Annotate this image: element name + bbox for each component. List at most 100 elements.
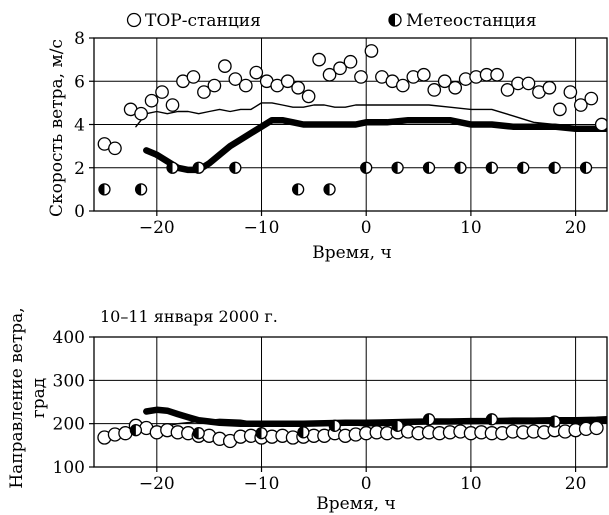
wind-speed-meteo-point-fill [292, 183, 299, 195]
wind-direction-meteo-point-fill [392, 420, 398, 432]
wind-direction-x-tick-label: −20 [139, 474, 175, 494]
wind-speed-meteo-point [360, 161, 373, 174]
wind-speed-meteo-point-fill [423, 162, 430, 174]
wind-speed-x-tick-label: −10 [244, 218, 280, 238]
wind-speed-meteo-point [548, 161, 561, 174]
wind-speed-meteo-point [485, 161, 498, 174]
wind-speed-meteo-point [454, 161, 467, 174]
wind-speed-tor-point [186, 70, 201, 84]
wind-speed-meteo-point [134, 183, 148, 196]
wind-direction-meteo-point-fill [486, 413, 492, 425]
wind-speed-tor-point [155, 85, 169, 99]
wind-direction-plot-frame [93, 336, 608, 468]
wind-direction-meteo-point [192, 427, 205, 440]
wind-speed-tor-point [322, 67, 337, 82]
wind-direction-meteo-point [422, 413, 436, 426]
wind-speed-tor-point [207, 78, 222, 93]
wind-speed-tor-point [490, 67, 504, 82]
wind-speed-meteo-point [517, 161, 530, 174]
wind-speed-tor-point [542, 80, 557, 95]
wind-speed-meteo-point [192, 161, 205, 174]
wind-speed-y-axis-title: Скорость ветра, м/с [47, 39, 67, 217]
wind-direction-meteo-point-fill [256, 427, 262, 439]
wind-speed-tor-point [134, 106, 148, 121]
wind-direction-meteo-point-fill [193, 427, 199, 439]
legend-label-tor: ТОР-станция [145, 11, 261, 31]
wind-direction-y-tick-label: 300 [53, 371, 85, 391]
wind-direction-meteo-point [255, 427, 268, 440]
wind-speed-tor-point [416, 67, 431, 82]
wind-direction-meteo-point [391, 419, 404, 432]
date-annotation: 10–11 января 2000 г. [100, 307, 278, 326]
legend-marker-meteo [388, 13, 402, 27]
wind-speed-tor-point [364, 44, 379, 58]
wind-speed-meteo-point-fill [324, 183, 330, 195]
wind-direction-meteo-point-fill [297, 426, 304, 438]
wind-speed-tor-point [218, 59, 232, 73]
wind-direction-meteo-point [548, 415, 561, 428]
wind-speed-tor-point [500, 83, 515, 97]
wind-speed-tor-point [573, 98, 588, 112]
wind-speed-ticks: −20 −10 0 10 20 0 2 4 6 8 [74, 29, 586, 238]
legend-label-meteo: Метеостанция [406, 11, 537, 31]
wind-speed-tor-point [594, 117, 607, 132]
wind-speed-tor-point [448, 80, 463, 95]
wind-speed-tor-point [584, 91, 599, 106]
wind-speed-y-tick-label: 6 [74, 72, 85, 92]
wind-direction-meteo-point-fill [423, 413, 430, 425]
wind-speed-tor-point [291, 80, 306, 95]
wind-direction-thick-line [143, 406, 607, 427]
wind-speed-meteo-point-fill [98, 183, 105, 195]
wind-speed-tor-point [197, 85, 211, 99]
wind-speed-tor-point [427, 83, 442, 97]
wind-direction-y-tick-label: 200 [53, 415, 85, 435]
wind-speed-meteo-point-fill [193, 162, 199, 174]
wind-speed-tor-point [437, 74, 452, 89]
wind-speed-tor-point [553, 102, 567, 117]
wind-direction-x-tick-label: −10 [244, 474, 280, 494]
wind-speed-tor-point [228, 72, 243, 86]
wind-speed-tor-point [249, 65, 264, 80]
wind-speed-tor-point [395, 78, 410, 93]
wind-speed-tor-point [144, 93, 159, 108]
wind-speed-tor-point [333, 61, 347, 76]
wind-direction-meteo-point-fill [130, 424, 136, 436]
wind-speed-tor-point [280, 74, 295, 89]
wind-speed-meteo-point [391, 161, 404, 174]
wind-speed-meteo-point-fill [392, 162, 398, 174]
wind-direction-meteo-point [485, 413, 498, 426]
wind-speed-meteo-point [323, 183, 336, 196]
wind-direction-tor-point [589, 420, 604, 436]
wind-speed-meteo-point [292, 183, 305, 196]
wind-speed-x-tick-label: 0 [361, 218, 372, 238]
wind-direction-x-axis-title: Время, ч [316, 494, 395, 514]
wind-direction-y-axis-title-line1: Направление ветра, [7, 307, 27, 488]
wind-direction-meteo-point-fill [329, 420, 335, 432]
wind-speed-meteo-point-fill [580, 162, 587, 174]
wind-direction-y-tick-label: 100 [53, 458, 85, 478]
wind-direction-marks [97, 406, 607, 449]
wind-speed-x-tick-label: 20 [565, 218, 587, 238]
wind-direction-meteo-point [328, 419, 341, 432]
wind-direction-panel: 10–11 января 2000 г. −20 −10 0 10 20 100 200 30… [7, 307, 608, 514]
wind-speed-tor-point [312, 52, 326, 67]
wind-speed-marks [97, 44, 607, 196]
wind-speed-meteo-point-fill [549, 162, 555, 174]
wind-speed-meteo-point-fill [486, 162, 492, 174]
wind-speed-y-tick-label: 8 [74, 29, 85, 49]
wind-speed-meteo-point [166, 161, 179, 174]
wind-speed-y-tick-label: 0 [74, 202, 85, 222]
wind-direction-x-tick-label: 0 [361, 474, 372, 494]
wind-direction-x-tick-label: 20 [565, 474, 587, 494]
wind-speed-thin-line [135, 102, 607, 128]
wind-direction-meteo-point [129, 424, 143, 437]
wind-speed-meteo-point-fill [517, 162, 524, 174]
wind-direction-y-tick-label: 400 [53, 328, 85, 348]
wind-speed-meteo-point [422, 161, 436, 174]
wind-speed-tor-point [521, 76, 536, 91]
wind-speed-meteo-point-fill [454, 162, 461, 174]
wind-speed-meteo-point [98, 183, 111, 196]
wind-speed-tor-point [238, 78, 253, 93]
wind-speed-tor-point [301, 89, 316, 104]
